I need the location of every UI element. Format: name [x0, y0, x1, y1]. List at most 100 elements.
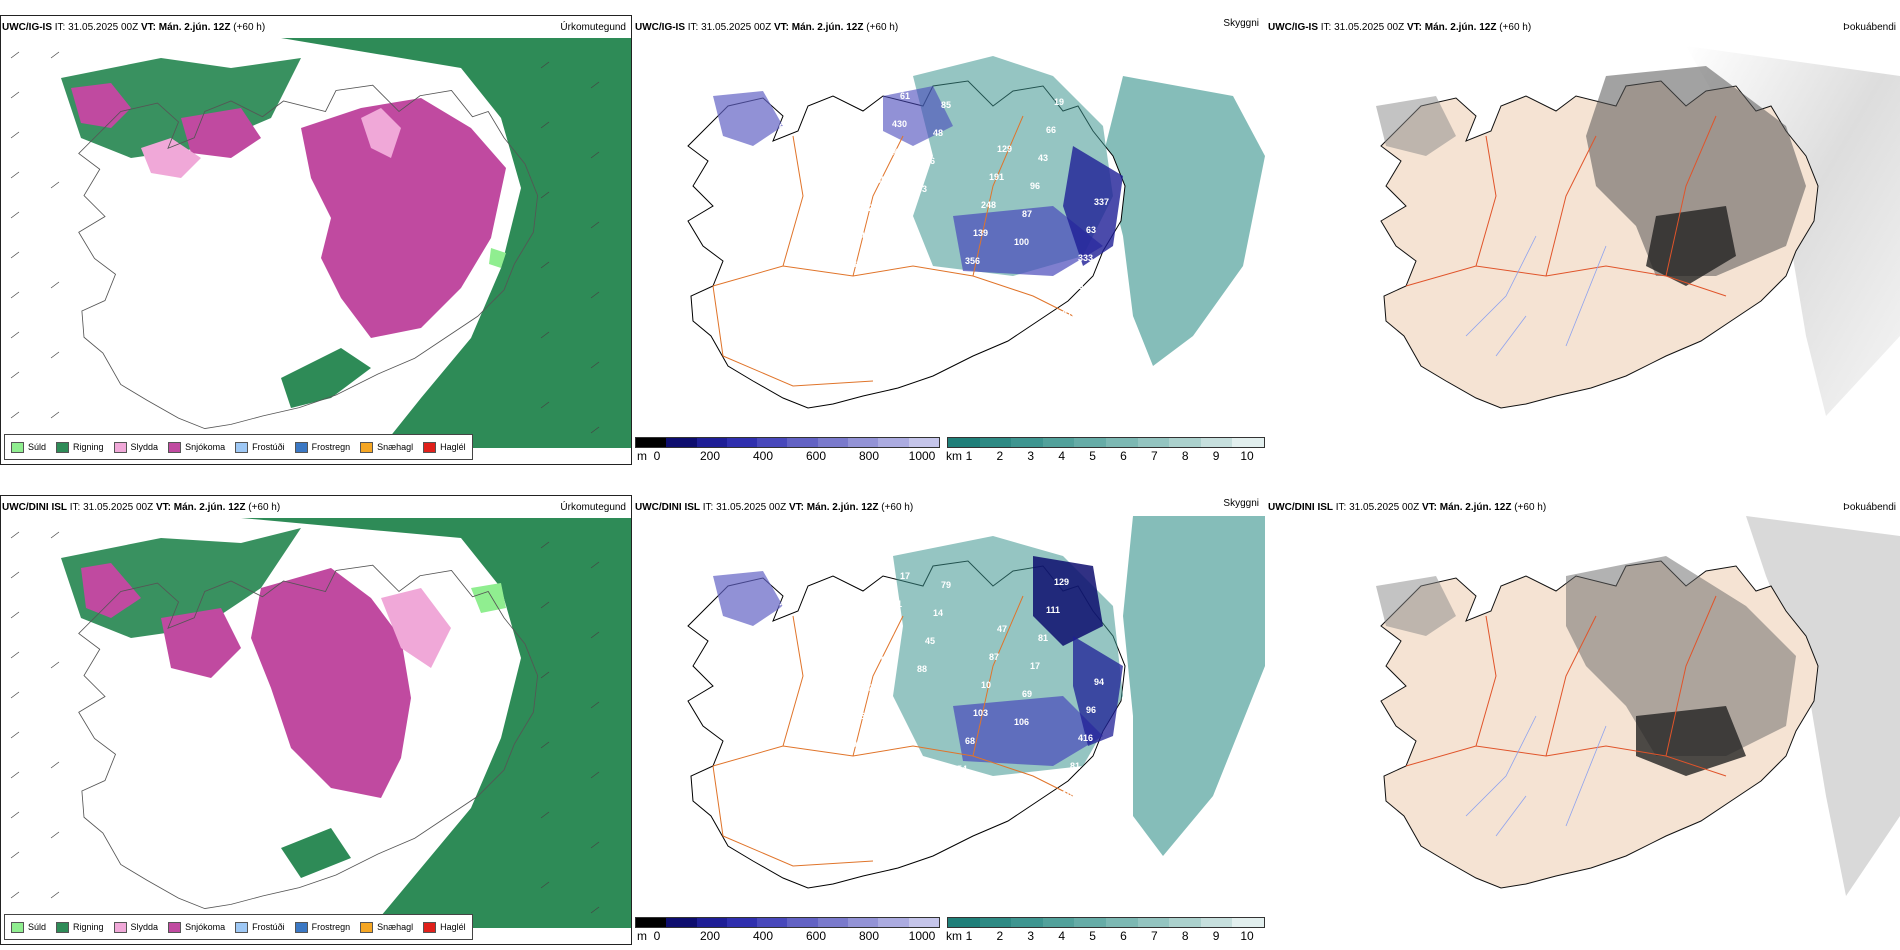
ceiling-value-label: 107	[820, 131, 835, 141]
ceiling-value-label: 68	[965, 736, 975, 746]
ceiling-colorbar-segment	[787, 438, 818, 447]
legend-swatch	[168, 441, 182, 453]
legend-swatch	[294, 921, 308, 933]
ceiling-value-label: 53	[771, 150, 781, 160]
rain-area	[241, 518, 631, 928]
precip-legend: Súld Rigning Slydda Snjókoma Frostúði Frostre…	[4, 434, 473, 460]
ceiling-value-label: 90	[852, 739, 862, 749]
fog-map-svg	[1266, 36, 1900, 465]
ceiling-value-label: 69	[1022, 689, 1032, 699]
ceiling-value-label: 416	[1078, 733, 1093, 743]
ceiling-value-label: 106	[747, 714, 762, 724]
ceiling-value-label: 129	[1054, 577, 1069, 587]
visibility-colorbar-segment	[1011, 918, 1043, 927]
precip-panel-title: Úrkomutegund	[560, 502, 626, 513]
visibility-colorbar-tick: 6	[1120, 929, 1127, 943]
legend-item-haglél: Haglél	[423, 921, 466, 933]
ceiling-colorbar-segment	[848, 438, 879, 447]
ceiling-colorbar-segment	[787, 918, 818, 927]
legend-item-frostúði: Frostúði	[235, 441, 285, 453]
legend-item-frostregn: Frostregn	[294, 921, 350, 933]
ceiling-colorbar-tick: 0	[653, 449, 661, 463]
legend-swatch	[168, 921, 182, 933]
legend-swatch	[423, 441, 437, 453]
visibility-colorbar-tick: 9	[1212, 449, 1220, 463]
ceiling-area-westfjords	[713, 91, 783, 146]
ceiling-value-label: 81	[1038, 633, 1048, 643]
ceiling-value-label: 273	[1062, 309, 1077, 319]
visibility-colorbar-segment	[1232, 918, 1264, 927]
legend-swatch	[11, 441, 24, 453]
legend-item-rigning: Rigning	[56, 441, 104, 453]
visibility-colorbar-tick: 3	[1027, 929, 1035, 943]
ceiling-value-label: 129	[997, 144, 1012, 154]
ceiling-value-label: 100	[1014, 237, 1029, 247]
visibility-colorbar-segment	[1137, 438, 1170, 447]
ceiling-area-central	[953, 696, 1103, 766]
ceiling-value-label: 79	[941, 580, 951, 590]
ceiling-colorbar-segment	[878, 918, 909, 927]
precip-map-svg	[1, 38, 631, 448]
visibility-colorbar-segment	[1200, 918, 1233, 927]
ceiling-value-label: 14	[933, 608, 943, 618]
ceiling-value-label: 204	[755, 206, 770, 216]
ceiling-area-central	[953, 206, 1103, 276]
ceiling-colorbar-tick: 400	[752, 929, 774, 943]
legend-swatch	[423, 921, 437, 933]
fog-title: UWC/IG-IS IT: 31.05.2025 00Z VT: Mán. 2.…	[1268, 22, 1532, 33]
fog-roads	[1405, 595, 1727, 777]
ceiling-value-label: 10	[836, 315, 846, 325]
visibility-colorbar-tick: 2	[996, 929, 1004, 943]
wind-barbs	[10, 51, 600, 434]
ceiling-value-label: 110	[787, 574, 802, 584]
ceiling-value-label: 91	[892, 599, 902, 609]
ceiling-value-label: 430	[892, 119, 907, 129]
ceiling-value-label: 87	[989, 652, 999, 662]
ceiling-value-label: 48	[933, 128, 943, 138]
precip-panel-title: Úrkomutegund	[560, 22, 626, 33]
ceiling-value-label: 17	[1030, 661, 1040, 671]
ceiling-value-label: 337	[1094, 197, 1109, 207]
precip-map	[0, 15, 632, 465]
visibility-colorbar-segment	[1042, 918, 1075, 927]
legend-item-slydda: Slydda	[113, 921, 159, 933]
legend-swatch	[56, 921, 70, 933]
fog-map-svg	[1266, 516, 1900, 945]
ceiling-value-label: 96	[1030, 181, 1040, 191]
rivers	[1465, 235, 1607, 357]
ceiling-value-label: 111	[1046, 605, 1060, 615]
ceiling-value-label: 79	[876, 655, 886, 665]
legend-item-súld: Súld	[11, 441, 46, 453]
ceiling-colorbar-segment	[757, 438, 788, 447]
ceiling-value-label: 63	[1086, 225, 1096, 235]
legend-swatch	[360, 441, 374, 453]
ceiling-area-north	[883, 86, 953, 146]
ceiling-colorbar-segment	[817, 918, 849, 927]
roads	[712, 595, 1074, 867]
ceiling-value-label: 55	[876, 175, 886, 185]
ceiling-value-label: 43	[1038, 153, 1048, 163]
ceiling-value-label: 63	[957, 284, 967, 294]
legend-label: Slydda	[130, 922, 159, 932]
visibility-colorbar-tick: 4	[1058, 449, 1065, 463]
rivers	[1465, 715, 1607, 837]
visibility-colorbar-tick: 2	[996, 449, 1004, 463]
ceiling-value-label: 63	[917, 184, 927, 194]
ceiling-colorbar-tick: 1000	[908, 449, 936, 463]
legend-item-súld: Súld	[11, 921, 46, 933]
ceiling-value-label: 47	[997, 624, 1007, 634]
legend-label: Haglél	[440, 922, 466, 932]
row-dini: UWC/DINI ISL IT: 31.05.2025 00Z VT: Mán.…	[0, 480, 1900, 950]
rain-area-south	[281, 828, 351, 878]
legend-swatch	[235, 441, 249, 453]
ceiling-value-label: 7	[949, 792, 954, 802]
ceiling-area-ne	[1033, 556, 1103, 646]
ceiling-colorbar-segment	[817, 438, 849, 447]
ceiling-colorbar-segment	[848, 918, 879, 927]
ceiling-colorbar-tick: 600	[805, 929, 827, 943]
visibility-colorbar-unit: km	[946, 929, 962, 943]
legend-swatch	[360, 921, 374, 933]
visibility-colorbar-unit: km	[946, 449, 962, 463]
ceiling-value-label: 109	[1062, 789, 1077, 799]
visibility-area-east	[1123, 516, 1265, 856]
